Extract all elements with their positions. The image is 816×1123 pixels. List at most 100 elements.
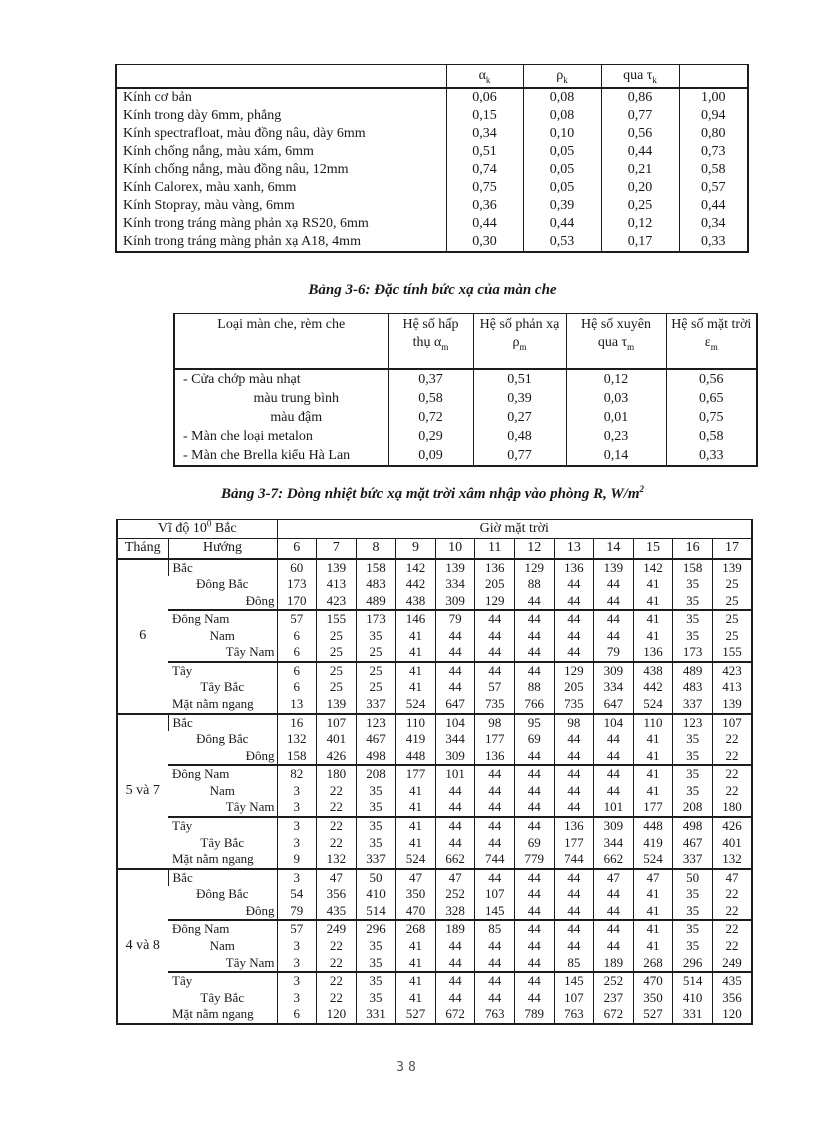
value-cell: 419 [632,834,673,852]
value-cell: 44 [553,920,594,938]
value-cell: 435 [316,902,357,922]
value-cell: 44 [434,972,475,990]
value-cell: 662 [593,851,634,870]
value-cell: 6 [276,644,317,663]
table-row: Kính cơ bản 0,06 0,08 0,86 1,00 [116,87,748,107]
value-cell: 44 [513,765,555,783]
value-cell: 426 [711,816,752,835]
value-cell: 350 [395,886,436,903]
value-cell: 25 [355,679,396,697]
table-row: Kính chống nắng, màu xám, 6mm 0,51 0,05 0,4… [116,142,748,161]
value-cell: 129 [553,661,594,680]
value-cell: 0,30 [445,232,523,252]
table-row: Mặt nằm ngang 9 132 337 524 662 744 779 744 662 52… [117,851,752,870]
direction-cell: Đông Bắc [196,886,249,902]
direction-cell: Đông Nam [172,921,230,937]
value-cell: 0,20 [600,178,679,197]
value-cell: 0,36 [445,196,523,215]
direction-cell: Tây [172,973,193,988]
value-cell: 22 [316,989,357,1007]
value-cell: 0,14 [565,445,666,466]
value-cell: 44 [553,782,594,800]
value-cell: 22 [711,920,752,938]
direction-cell: Mặt nằm ngang [168,696,278,715]
value-cell: 514 [355,902,396,922]
value-cell: 44 [474,937,515,955]
table-row: Đông Bắc 173 413 483 442 334 205 88 44 44 41 35 25 [117,576,752,593]
glass-name-cell: Kính chống nắng, màu xám, 6mm [123,143,314,159]
value-cell: 13 [276,696,317,715]
value-cell: 744 [474,851,515,870]
value-cell: 35 [672,610,713,628]
hour-header-cell: 15 [632,538,673,560]
table-row: Tây Bắc 6 25 25 41 44 57 88 205 334 442 483 413 [117,679,752,697]
direction-cell: Nam [209,627,235,643]
header-row: Vĩ độ 100 Bắc Giờ mặt trời [117,519,752,539]
value-cell: 44 [474,834,515,852]
value-cell: 470 [632,972,673,990]
direction-col-header: Hướng [167,538,278,560]
value-cell: 98 [553,713,594,732]
value-cell: 527 [395,1006,436,1025]
value-cell: 22 [711,886,752,903]
value-cell: 0,74 [445,160,523,179]
value-cell: 22 [316,937,357,955]
value-cell: 6 [276,1006,317,1025]
value-cell: 41 [395,954,436,973]
value-cell: 647 [434,696,475,715]
direction-cell: Bắc [167,713,278,732]
value-cell: 47 [434,868,475,887]
value-cell: 139 [316,696,357,715]
value-cell: 1,00 [678,87,748,107]
value-cell: 129 [513,558,555,576]
value-cell: 44 [553,799,594,818]
value-cell: 3 [276,834,317,852]
value-cell: 0,58 [387,388,473,408]
glass-name-cell: Kính trong tráng màng phản xạ A18, 4mm [123,233,361,249]
value-cell: 101 [593,799,634,818]
value-cell: 350 [632,989,673,1007]
table-row: 6 Bắc 60 139 158 142 139 136 129 136 139 142 158 139 [117,558,752,715]
value-cell: 41 [395,834,436,852]
table-row: màu trung bình 0,58 0,39 0,03 0,65 [174,388,757,408]
value-cell: 41 [632,627,673,645]
table-row: Tây Bắc 3 22 35 41 44 44 44 107 237 350 410 356 [117,989,752,1007]
value-cell: 146 [395,610,436,628]
direction-cell: Nam [209,782,235,798]
direction-cell: Đông [168,747,278,767]
value-cell: 44 [513,799,555,818]
value-cell: 442 [632,679,673,697]
direction-cell: Đông Bắc [196,731,249,747]
value-cell: 44 [553,731,594,748]
value-cell: 139 [711,558,752,576]
value-cell: 25 [711,610,752,628]
month-cell: 5 và 7 [117,713,168,870]
value-cell: 25 [355,644,396,663]
value-cell: 54 [276,886,317,903]
value-cell: 110 [632,713,673,732]
value-cell: 88 [513,679,555,697]
value-cell: 69 [513,731,555,748]
direction-cell: Tây [172,817,193,833]
value-cell: 155 [316,610,357,628]
hour-header-cell: 6 [276,538,317,560]
value-cell: 142 [395,558,436,576]
value-cell: 107 [553,989,594,1007]
value-cell: 44 [434,834,475,852]
table-row: Tây Nam 6 25 25 41 44 44 44 44 79 136 173 155 [117,644,752,663]
value-cell: 0,01 [565,407,666,427]
hour-header-cell: 9 [395,538,436,560]
value-cell: 57 [474,679,515,697]
value-cell: 85 [553,954,594,973]
value-cell: 47 [395,868,436,887]
table-row: Đông 158 426 498 448 309 136 44 44 44 41 35 22 [117,747,752,767]
value-cell: 331 [672,1006,713,1025]
value-cell: 309 [593,816,634,835]
value-cell: 524 [395,696,436,715]
value-cell: 44 [434,782,475,800]
direction-cell: Đông [168,592,278,612]
table-row: Kính spectrafloat, màu đồng nâu, dày 6mm… [116,124,748,143]
value-cell: 44 [474,816,515,835]
value-cell: 205 [553,679,594,697]
value-cell: 41 [632,782,673,800]
